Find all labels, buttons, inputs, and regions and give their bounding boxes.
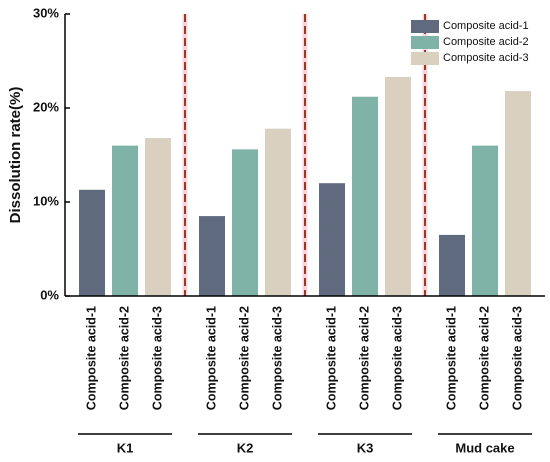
x-tick-label: Composite acid-2 <box>117 306 131 410</box>
group-label: K2 <box>237 440 254 455</box>
bar <box>352 96 378 296</box>
group-label: Mud cake <box>455 440 514 455</box>
x-tick-label: Composite acid-3 <box>270 306 284 410</box>
x-tick-label: Composite acid-3 <box>510 306 524 410</box>
bar <box>232 149 258 296</box>
x-tick-label: Composite acid-3 <box>150 306 164 410</box>
bar <box>472 145 498 296</box>
x-tick-label: Composite acid-1 <box>84 306 98 410</box>
y-tick-label: 10% <box>33 193 59 208</box>
legend-label: Composite acid-3 <box>443 52 529 64</box>
bar <box>385 76 411 296</box>
x-tick-label: Composite acid-2 <box>357 306 371 410</box>
x-tick-label: Composite acid-1 <box>204 306 218 410</box>
bar <box>79 189 105 296</box>
legend-swatch <box>411 36 439 49</box>
x-tick-label: Composite acid-2 <box>237 306 251 410</box>
bar <box>319 183 345 296</box>
x-tick-label: Composite acid-3 <box>390 306 404 410</box>
bar <box>199 216 225 296</box>
x-tick-label: Composite acid-1 <box>444 306 458 410</box>
group-label: K1 <box>117 440 134 455</box>
y-tick-label: 20% <box>33 99 59 114</box>
y-axis-label: Dissolution rate(%) <box>7 87 24 224</box>
y-tick-label: 0% <box>40 287 59 302</box>
legend-label: Composite acid-2 <box>443 36 529 48</box>
group-label: K3 <box>357 440 374 455</box>
x-tick-label: Composite acid-2 <box>477 306 491 410</box>
y-tick-label: 30% <box>33 5 59 20</box>
legend-label: Composite acid-1 <box>443 20 529 32</box>
bar <box>265 128 291 296</box>
bar <box>439 234 465 296</box>
legend-swatch <box>411 52 439 65</box>
bar <box>505 91 531 296</box>
bar <box>112 145 138 296</box>
legend-swatch <box>411 20 439 33</box>
bar <box>145 138 171 296</box>
x-tick-label: Composite acid-1 <box>324 306 338 410</box>
